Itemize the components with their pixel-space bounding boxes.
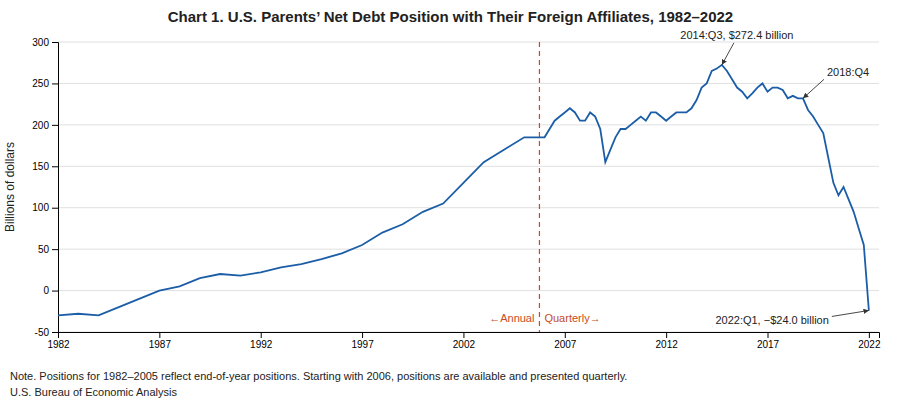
y-tick-label: 150 [32, 161, 49, 172]
x-tick-mark [768, 332, 769, 338]
annual-label: ←Annual [489, 312, 534, 324]
annotation: 2014:Q3, $272.4 billion [680, 29, 793, 41]
grid-line [58, 124, 879, 125]
x-tick-label: 2002 [453, 339, 476, 350]
x-tick-mark [159, 332, 160, 338]
grid-line [58, 166, 879, 167]
x-tick-mark [869, 332, 870, 338]
y-tick: 150 [32, 161, 58, 172]
x-tick: 2007 [554, 332, 577, 350]
x-tick: 1997 [351, 332, 374, 350]
y-tick-label: 50 [38, 244, 50, 255]
x-tick-label: 2022 [858, 339, 881, 350]
y-tick-mark [52, 83, 58, 84]
y-tick-mark [52, 291, 58, 292]
x-tick-mark [362, 332, 363, 338]
x-axis: 1982 1987 1992 1997 2002 2007 2012 2017 2022 [47, 332, 881, 350]
line [58, 65, 869, 316]
y-tick-mark [52, 42, 58, 43]
y-tick: 0 [43, 285, 58, 296]
y-tick-label: 300 [32, 37, 49, 48]
y-tick-label: 200 [32, 120, 49, 131]
annotation: 2018:Q4 [827, 66, 869, 78]
y-tick-mark [52, 332, 58, 333]
source: U.S. Bureau of Economic Analysis [10, 386, 177, 398]
y-tick: 50 [38, 244, 58, 255]
y-tick: 200 [32, 120, 58, 131]
y-tick: 300 [32, 37, 58, 48]
quarterly-label: Quarterly→ [544, 312, 600, 324]
y-axis-title: Billions of dollars [3, 142, 17, 232]
x-tick: 2002 [453, 332, 476, 350]
chart: 1982 1987 1992 1997 2002 2007 2012 2017 2022 -50 0… [0, 0, 901, 404]
x-tick-label: 1992 [250, 339, 273, 350]
y-tick: 100 [32, 202, 58, 213]
y-tick-label: 0 [43, 285, 49, 296]
x-tick: 2022 [858, 332, 881, 350]
x-tick-mark [463, 332, 464, 338]
grid-line [58, 290, 879, 291]
y-tick: -50 [35, 327, 58, 338]
y-tick: 250 [32, 78, 58, 89]
x-tick-label: 2012 [656, 339, 679, 350]
y-tick-label: 100 [32, 202, 49, 213]
annotation: 2022:Q1, −$24.0 billion [715, 314, 828, 326]
grid-line [58, 249, 879, 250]
x-tick: 1987 [149, 332, 172, 350]
axis-line [52, 43, 59, 333]
annotation-arrow [803, 79, 824, 98]
grid [58, 42, 879, 332]
y-tick-mark [52, 208, 58, 209]
x-tick: 1992 [250, 332, 273, 350]
x-tick-mark [565, 332, 566, 338]
y-tick-mark [52, 125, 58, 126]
grid-line [58, 83, 879, 84]
title: Chart 1. U.S. Parents’ Net Debt Position… [168, 8, 733, 25]
x-tick-label: 2017 [757, 339, 780, 350]
x-tick-label: 1982 [47, 339, 70, 350]
y-tick-label: -50 [35, 327, 50, 338]
note: Note. Positions for 1982–2005 reflect en… [10, 370, 627, 382]
y-tick-mark [52, 249, 58, 250]
x-tick: 2017 [757, 332, 780, 350]
grid-line [58, 42, 879, 43]
annotation-arrow [832, 310, 869, 316]
x-tick-mark [261, 332, 262, 338]
x-tick-mark [666, 332, 667, 338]
vertical-line [539, 42, 540, 332]
x-tick-label: 1997 [351, 339, 374, 350]
axis-line [59, 333, 880, 339]
texts: ←Annual Quarterly→ 2014:Q3, $272.4 billion… [3, 8, 869, 398]
plot-area [58, 42, 869, 332]
grid-line [58, 207, 879, 208]
x-tick: 2012 [656, 332, 679, 350]
y-axis: -50 0 50 100 150 200 250 300 [32, 37, 58, 338]
x-tick-label: 2007 [554, 339, 577, 350]
annotation-arrow [722, 43, 734, 65]
y-tick-mark [52, 166, 58, 167]
x-tick: 1982 [47, 332, 70, 350]
x-tick-label: 1987 [149, 339, 172, 350]
y-tick-label: 250 [32, 78, 49, 89]
